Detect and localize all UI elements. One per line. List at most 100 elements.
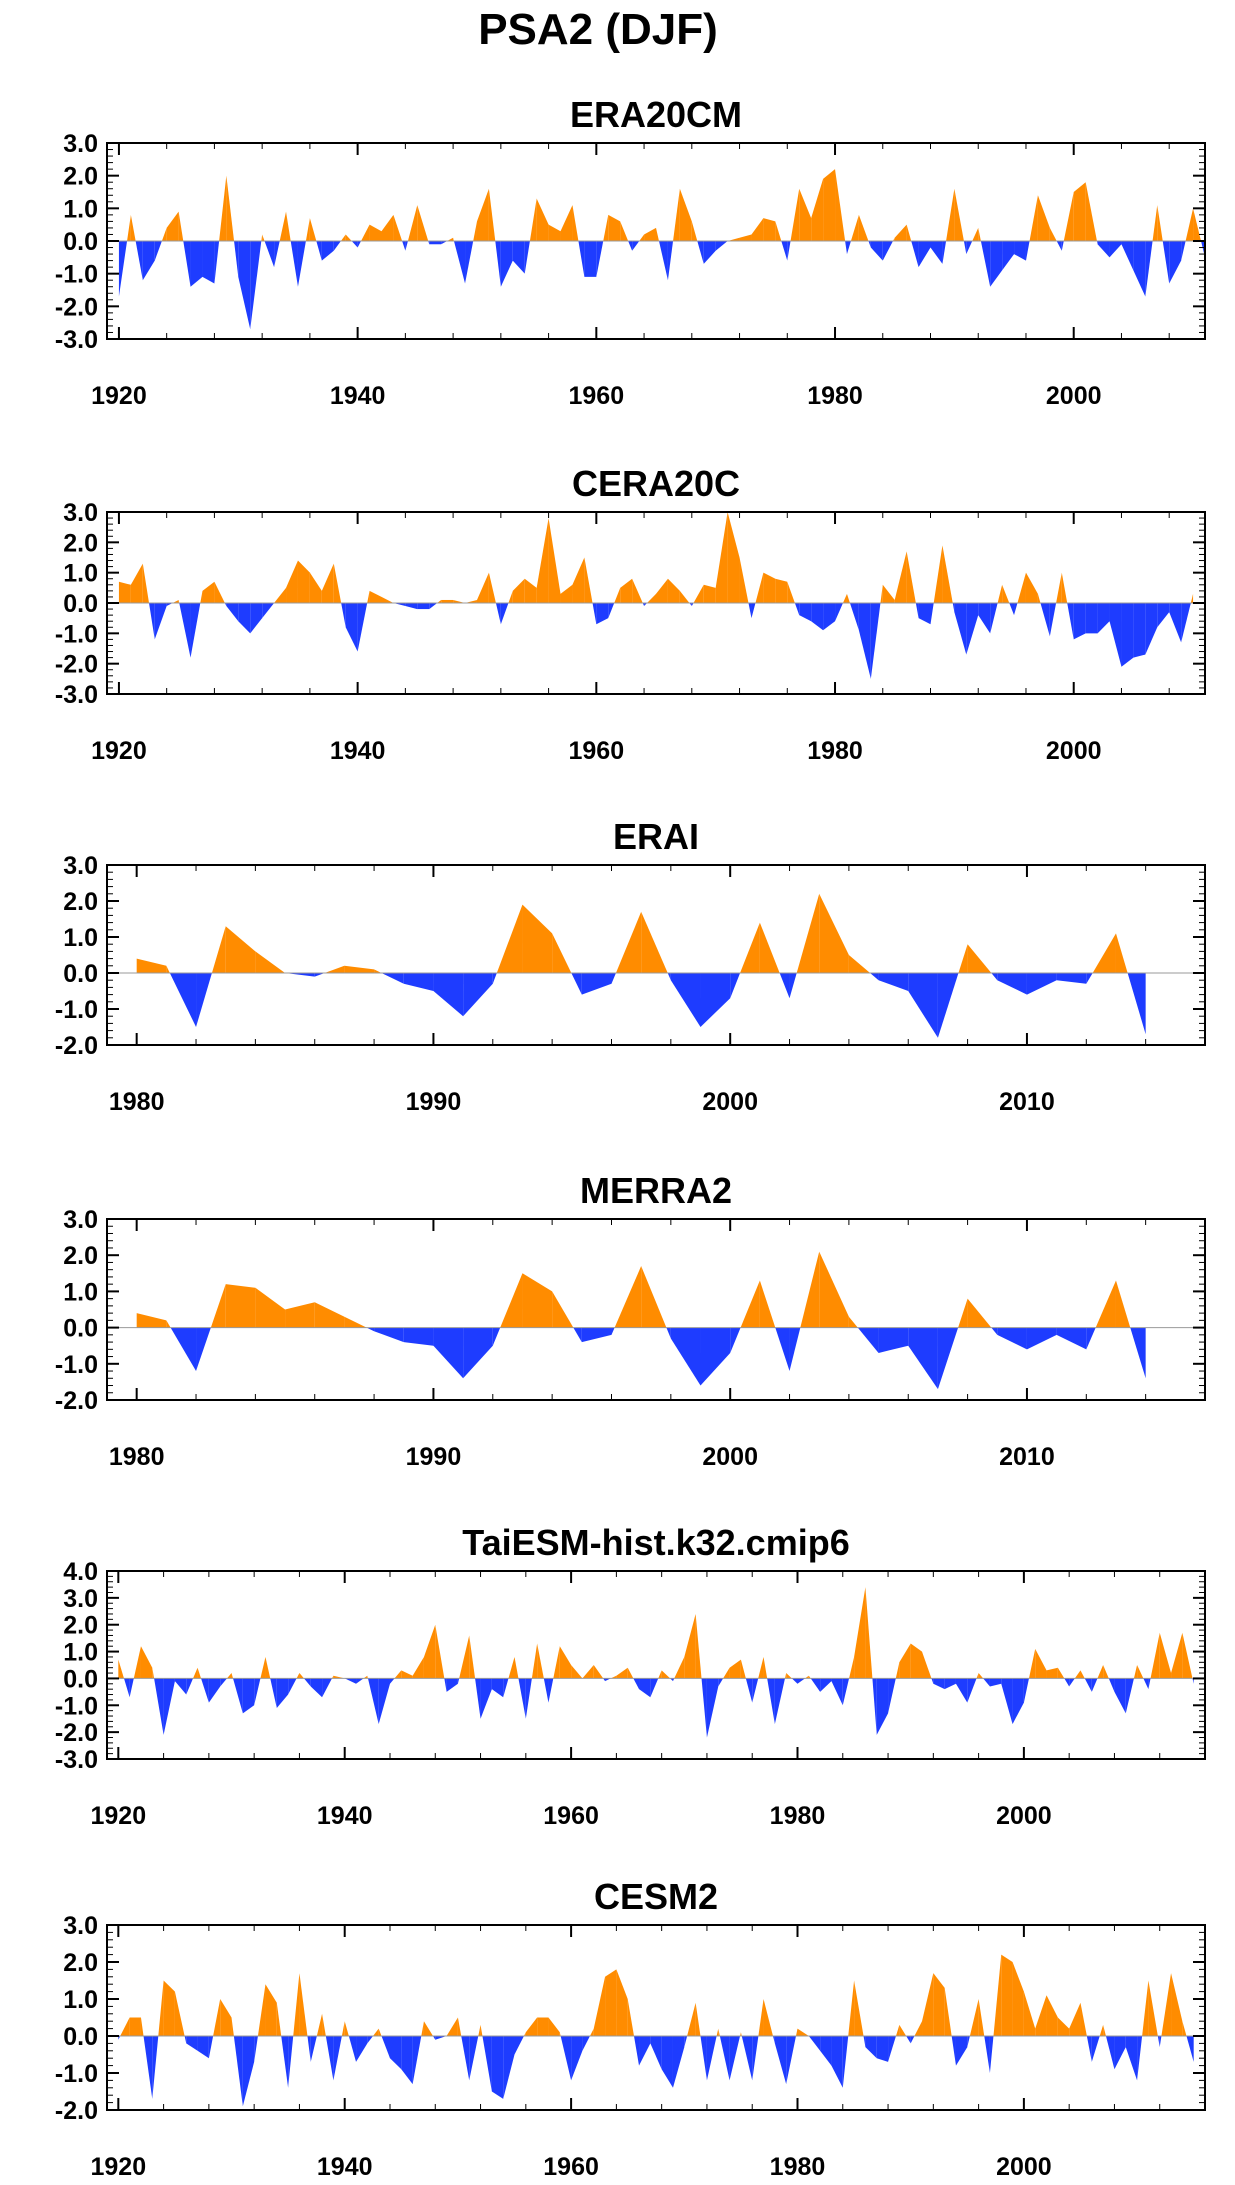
positive-area: [293, 1973, 300, 2036]
negative-area: [1137, 2036, 1143, 2081]
positive-area: [508, 1656, 515, 1679]
positive-area: [514, 1656, 519, 1679]
negative-area: [503, 2036, 515, 2099]
positive-area: [718, 2028, 720, 2036]
positive-area: [593, 1976, 606, 2036]
positive-area: [1115, 1280, 1131, 1328]
negative-area: [238, 241, 251, 330]
negative-area: [1114, 2036, 1126, 2070]
negative-area: [389, 1678, 395, 1684]
positive-area: [849, 1656, 855, 1679]
positive-area: [1049, 227, 1057, 241]
positive-area: [333, 563, 342, 603]
negative-area: [808, 2036, 821, 2051]
positive-area: [1097, 1665, 1104, 1679]
negative-area: [701, 1678, 707, 1738]
negative-area: [1114, 1678, 1126, 1714]
positive-area: [906, 551, 916, 603]
negative-area: [457, 1678, 460, 1684]
negative-area: [582, 2036, 590, 2051]
panel-title: TaiESM-hist.k32.cmip6: [462, 1522, 849, 1563]
negative-area: [170, 1327, 197, 1372]
y-tick-label: 3.0: [63, 1912, 98, 1940]
negative-area: [876, 1678, 889, 1735]
negative-area: [374, 1327, 404, 1343]
positive-area: [1057, 1667, 1065, 1679]
positive-area: [1025, 572, 1038, 603]
positive-area: [261, 234, 263, 241]
negative-area: [670, 973, 701, 1027]
negative-area: [608, 603, 615, 619]
y-tick-label: 1.0: [63, 1639, 98, 1667]
negative-area: [719, 2036, 730, 2081]
negative-area: [403, 973, 434, 991]
positive-area: [1085, 182, 1097, 241]
positive-area: [571, 1665, 583, 1679]
negative-area: [1133, 241, 1146, 297]
negative-area: [154, 603, 167, 640]
negative-area: [1091, 2036, 1100, 2062]
plot-frame: [106, 1570, 1206, 1760]
negative-area: [1097, 241, 1110, 258]
negative-area: [381, 973, 404, 984]
positive-area: [1080, 2002, 1087, 2036]
positive-area: [220, 1999, 232, 2036]
positive-area: [296, 1673, 300, 1679]
y-tick-label: 0.0: [63, 960, 98, 988]
x-tick-label: 2010: [999, 1088, 1055, 1116]
negative-area: [288, 2036, 294, 2088]
positive-area: [759, 1280, 776, 1328]
positive-area: [381, 214, 394, 241]
negative-area: [1023, 1678, 1029, 1703]
positive-area: [522, 904, 553, 973]
negative-area: [405, 603, 418, 610]
negative-area: [703, 241, 716, 264]
negative-area: [1125, 1678, 1134, 1714]
negative-area: [1181, 603, 1191, 643]
positive-area: [548, 224, 561, 241]
positive-area: [559, 2032, 561, 2036]
negative-area: [233, 2036, 243, 2107]
negative-area: [741, 2036, 753, 2081]
positive-area: [127, 214, 131, 241]
negative-area: [333, 2036, 342, 2081]
negative-area: [276, 1678, 289, 1708]
positive-area: [369, 590, 382, 603]
positive-area: [200, 590, 203, 603]
x-tick-label: 1920: [91, 1802, 147, 1830]
negative-area: [700, 1327, 731, 1386]
negative-area: [503, 1678, 509, 1698]
negative-area: [1049, 603, 1057, 637]
positive-area: [882, 584, 895, 603]
negative-area: [937, 973, 959, 1038]
negative-area: [1162, 241, 1170, 284]
positive-area: [572, 557, 585, 603]
negative-area: [658, 241, 668, 281]
positive-area: [993, 1954, 1002, 2036]
negative-area: [461, 2036, 470, 2081]
negative-area: [344, 1678, 357, 1684]
positive-area: [1137, 1665, 1144, 1679]
y-tick-label: 2.0: [63, 1949, 98, 1977]
positive-area: [1161, 1973, 1172, 2036]
positive-area: [469, 1635, 476, 1679]
positive-area: [299, 1973, 308, 2036]
negative-area: [1130, 1327, 1146, 1379]
y-tick-label: -1.0: [55, 620, 98, 648]
negative-area: [632, 241, 640, 251]
negative-area: [197, 2036, 209, 2059]
negative-area: [963, 241, 967, 255]
negative-area: [849, 603, 859, 631]
positive-area: [559, 1646, 572, 1679]
negative-area: [433, 1327, 464, 1379]
negative-area: [846, 241, 851, 255]
negative-area: [997, 1327, 1027, 1350]
x-tick-label: 1980: [807, 382, 863, 410]
negative-area: [389, 2036, 402, 2070]
negative-area: [997, 973, 1027, 995]
positive-area: [305, 218, 310, 241]
negative-area: [208, 1678, 221, 1703]
negative-area: [341, 603, 346, 628]
negative-area: [290, 241, 298, 287]
